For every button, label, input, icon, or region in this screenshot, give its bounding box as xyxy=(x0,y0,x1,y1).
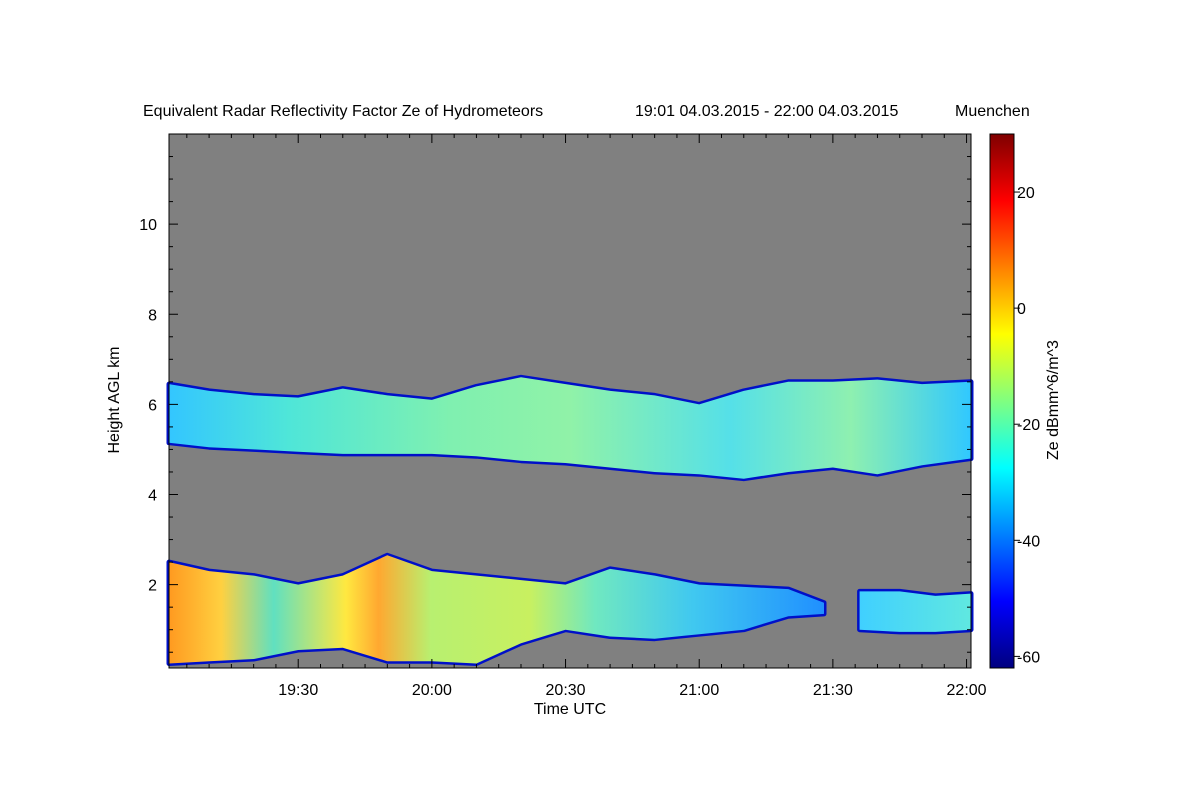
colorbar-tick-label: -20 xyxy=(1017,417,1040,434)
trailing-echo-segment xyxy=(859,591,971,632)
x-tick-label: 21:30 xyxy=(813,682,853,699)
x-tick-label: 20:00 xyxy=(412,682,452,699)
x-axis-label: Time UTC xyxy=(534,701,606,718)
plot-frame xyxy=(168,133,972,669)
y-tick-label: 4 xyxy=(148,488,157,505)
colorbar-tick-label: -40 xyxy=(1017,533,1040,550)
lower-precip-layer xyxy=(169,555,824,664)
colorbar-tick-label: 0 xyxy=(1017,301,1026,318)
upper-cloud-layer xyxy=(169,377,971,479)
y-tick-label: 8 xyxy=(148,307,157,324)
x-tick-label: 20:30 xyxy=(546,682,586,699)
y-axis: 2 4 6 8 10 xyxy=(139,156,971,653)
y-tick-label: 6 xyxy=(148,397,157,414)
chart-title: Equivalent Radar Reflectivity Factor Ze … xyxy=(143,103,543,120)
chart-location: Muenchen xyxy=(955,103,1030,120)
y-axis-label: Height AGL km xyxy=(106,346,123,453)
x-tick-label: 19:30 xyxy=(278,682,318,699)
colorbar xyxy=(989,133,1015,669)
chart-period: 19:01 04.03.2015 - 22:00 04.03.2015 xyxy=(635,103,898,120)
x-tick-label: 22:00 xyxy=(947,682,987,699)
colorbar-axis: -60 -40 -20 0 20 xyxy=(1014,185,1040,666)
y-tick-label: 2 xyxy=(148,578,157,595)
colorbar-label: Ze dBmm^6/m^3 xyxy=(1045,340,1062,460)
colorbar-tick-label: -60 xyxy=(1017,649,1040,666)
x-tick-label: 21:00 xyxy=(679,682,719,699)
y-tick-label: 10 xyxy=(139,217,157,234)
colorbar-tick-label: 20 xyxy=(1017,185,1035,202)
x-axis: 19:30 20:00 20:30 21:00 21:30 22:00 xyxy=(186,134,987,699)
